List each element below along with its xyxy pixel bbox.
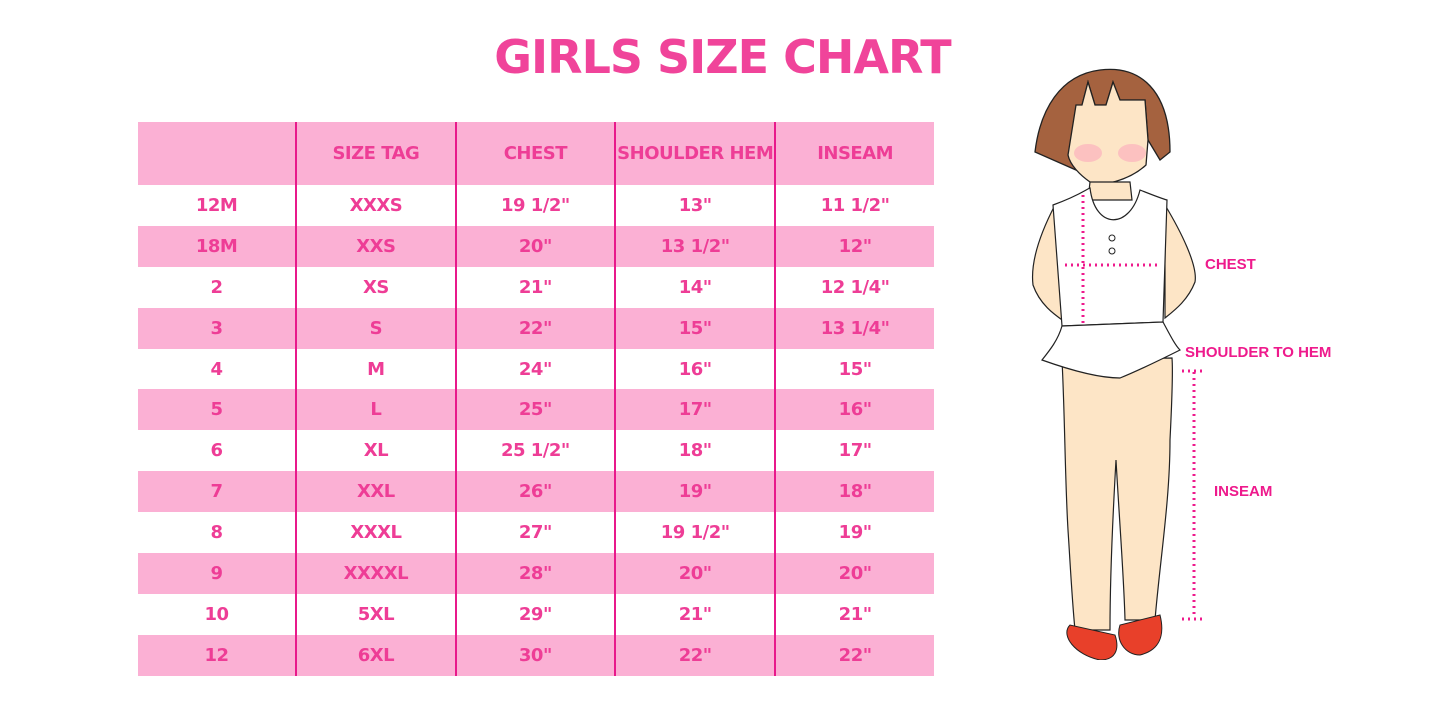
table-cell: 19" (774, 512, 934, 554)
table-cell: XXXL (295, 512, 456, 554)
table-cell: 8 (210, 522, 224, 544)
table-cell: 27" (454, 512, 616, 554)
table-cell: 17" (774, 430, 934, 472)
table-cell: 2 (210, 276, 224, 298)
legs (1061, 357, 1173, 631)
table-cell: XL (295, 430, 456, 472)
shoulder-to-hem-label: SHOULDER TO HEM (1185, 344, 1332, 361)
table-cell: 11 1/2" (774, 185, 934, 226)
table-cell: 12M (195, 194, 238, 216)
shirt (1052, 187, 1168, 327)
table-cell: 15" (774, 348, 934, 390)
table-cell: 20" (454, 225, 616, 267)
page-title: GIRLS SIZE CHART (0, 30, 1445, 84)
table-cell: 12 (138, 634, 297, 676)
table-cell: 26" (454, 471, 616, 513)
table-cell: 30" (454, 634, 616, 676)
table-cell: 21" (774, 593, 934, 635)
table-cell: 10 (204, 603, 230, 625)
table-cell: 15" (614, 307, 776, 349)
table-cell: 13 1/4" (774, 307, 934, 349)
table-row: 8 XXXL 27" 19 1/2" 19" (138, 512, 934, 554)
chest-label: CHEST (1205, 256, 1256, 273)
column-header: CHEST (454, 122, 616, 185)
table-cell: 5 (138, 389, 297, 431)
table-cell: 20" (614, 553, 776, 594)
table-cell: M (295, 348, 456, 390)
bloomers (1041, 321, 1182, 379)
table-cell: 22" (774, 634, 934, 676)
table-row: 18M XXS 20" 13 1/2" 12" (138, 225, 934, 267)
table-cell: 12 1/4" (774, 266, 934, 308)
table-cell: 29" (454, 593, 616, 635)
table-cell: 24" (454, 348, 616, 390)
table-cell: 13" (614, 185, 776, 226)
table-cell: 22" (454, 307, 616, 349)
table-row: 7 XXL 26" 19" 18" (138, 471, 934, 513)
table-cell: XS (295, 266, 456, 308)
column-header: SHOULDER HEM (614, 122, 776, 185)
table-row: 4 M 24" 16" 15" (138, 348, 934, 390)
table-cell: 25" (454, 389, 616, 431)
table-cell: 20" (774, 553, 934, 594)
table-cell: 6XL (295, 634, 456, 676)
inseam-label: INSEAM (1214, 483, 1273, 500)
table-cell: 3 (138, 307, 297, 349)
table-row: 9 XXXXL 28" 20" 20" (138, 553, 934, 594)
table-cell: 25 1/2" (454, 430, 616, 472)
column-header: INSEAM (774, 122, 934, 185)
table-cell: 19 1/2" (454, 185, 616, 226)
table-row: 6 XL 25 1/2" 18" 17" (138, 430, 934, 472)
table-cell: 19" (614, 471, 776, 513)
right-arm (1164, 202, 1196, 320)
table-cell: 9 (138, 553, 297, 594)
column-header (138, 122, 297, 185)
left-shoe (1066, 624, 1118, 660)
table-cell: XXXXL (295, 553, 456, 594)
title-text: GIRLS SIZE CHART (494, 30, 951, 84)
table-row: 5 L 25" 17" 16" (138, 389, 934, 431)
table-row: 2 XS 21" 14" 12 1/4" (138, 266, 934, 308)
table-cell: XXXS (295, 185, 456, 226)
table-cell: 13 1/2" (614, 225, 776, 267)
girl-measurement-illustration (1031, 68, 1202, 660)
table-cell: 6 (210, 440, 224, 462)
size-chart-table: SIZE TAG CHEST SHOULDER HEM INSEAM 12M XXXS 1… (138, 122, 934, 676)
table-row: 12M XXXS 19 1/2" 13" 11 1/2" (138, 185, 934, 226)
column-header: SIZE TAG (295, 122, 456, 185)
table-cell: 12" (774, 225, 934, 267)
table-row: 10 5XL 29" 21" 21" (138, 593, 934, 635)
table-cell: 22" (614, 634, 776, 676)
right-shoe (1118, 614, 1163, 656)
table-cell: 19 1/2" (614, 512, 776, 554)
table-cell: 21" (454, 266, 616, 308)
table-cell: XXS (295, 225, 456, 267)
table-cell: 21" (614, 593, 776, 635)
table-cell: S (295, 307, 456, 349)
table-cell: L (295, 389, 456, 431)
table-cell: 17" (614, 389, 776, 431)
table-row: 12 6XL 30" 22" 22" (138, 634, 934, 676)
table-cell: 16" (774, 389, 934, 431)
table-cell: 16" (614, 348, 776, 390)
table-cell: 7 (138, 471, 297, 513)
table-row: 3 S 22" 15" 13 1/4" (138, 307, 934, 349)
table-cell: 18" (614, 430, 776, 472)
table-header-row: SIZE TAG CHEST SHOULDER HEM INSEAM (138, 122, 934, 185)
table-cell: 5XL (295, 593, 456, 635)
table-cell: 28" (454, 553, 616, 594)
table-cell: 14" (614, 266, 776, 308)
table-cell: 18" (774, 471, 934, 513)
table-cell: 18M (138, 225, 297, 267)
table-cell: 4 (210, 358, 224, 380)
table-cell: XXL (295, 471, 456, 513)
